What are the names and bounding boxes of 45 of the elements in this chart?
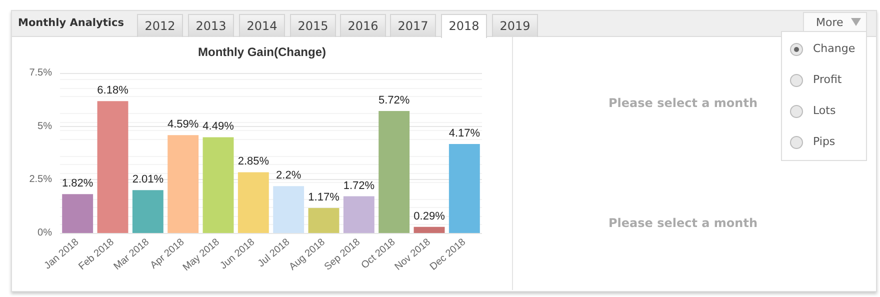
data-label: 1.72% xyxy=(343,180,375,192)
text: Please select a month xyxy=(608,216,758,230)
bar xyxy=(414,226,445,233)
text: 2012 xyxy=(137,14,183,37)
chart-title: Monthly Gain(Change) xyxy=(198,45,326,59)
data-label: 2.01% xyxy=(132,174,164,186)
y-tick-label: 5% xyxy=(38,120,52,132)
text: 2014 xyxy=(239,14,285,37)
bar xyxy=(202,137,234,233)
text: Pips xyxy=(813,135,836,148)
bar xyxy=(343,196,374,233)
data-label: 4.59% xyxy=(167,118,199,131)
y-tick-label: 7.5% xyxy=(29,68,52,78)
data-label: 0.29% xyxy=(414,210,446,222)
text: 2013 xyxy=(188,14,234,37)
text: 2015 xyxy=(290,14,336,37)
data-label: 2.2% xyxy=(276,170,302,182)
y-tick-label: 2.5% xyxy=(29,174,52,186)
text: 2019 xyxy=(492,14,538,37)
text: More xyxy=(816,16,844,29)
data-label: 5.72% xyxy=(378,94,410,106)
text: Profit xyxy=(813,73,842,86)
bar xyxy=(308,208,340,233)
data-label: 2.85% xyxy=(238,156,270,168)
y-tick-label: 0% xyxy=(38,228,52,238)
data-label: 1.82% xyxy=(62,178,94,190)
bar xyxy=(168,135,199,233)
data-label: 1.17% xyxy=(308,192,340,204)
text: 2018 xyxy=(441,14,487,38)
bar xyxy=(62,194,94,233)
data-label: 4.49% xyxy=(202,120,234,133)
text: Lots xyxy=(813,104,836,117)
text: 2017 xyxy=(390,14,436,37)
bar xyxy=(273,186,304,233)
data-label: 4.17% xyxy=(448,128,480,140)
bar xyxy=(97,101,128,233)
text: Please select a month xyxy=(608,96,758,110)
text: Change xyxy=(813,42,856,55)
data-label: 6.18% xyxy=(97,84,129,97)
text: Monthly Analytics xyxy=(18,17,124,29)
text: 2016 xyxy=(340,14,386,37)
bar xyxy=(378,110,410,233)
bar xyxy=(448,144,480,233)
bar xyxy=(132,190,164,233)
bar xyxy=(238,172,269,233)
